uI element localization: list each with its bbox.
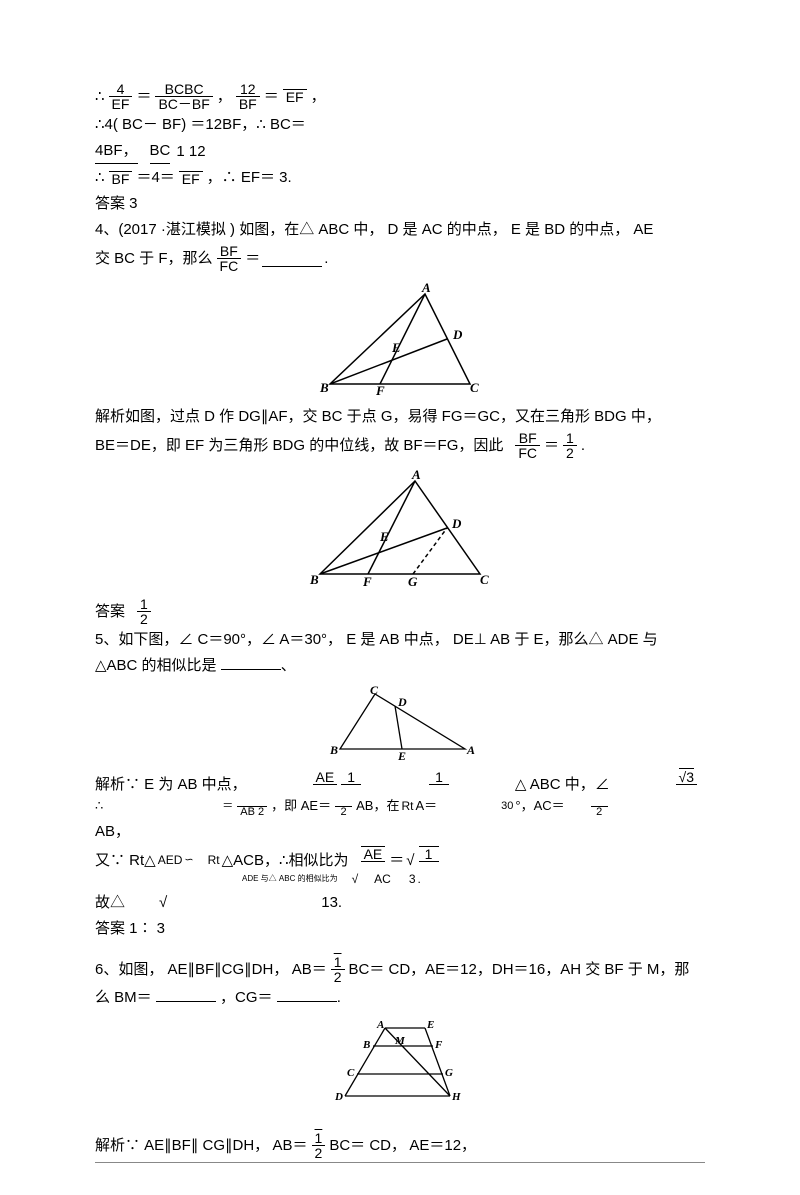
- svg-text:G: G: [408, 574, 418, 589]
- therefore: ∴: [95, 85, 105, 109]
- svg-text:D: D: [397, 695, 407, 709]
- q4-line2: 交 BC 于 F，那么 BFFC ＝ .: [95, 244, 705, 273]
- figure-1: A B C D E F: [95, 279, 705, 399]
- svg-text:D: D: [334, 1091, 343, 1103]
- line-3: 4BF， BC 1 12: [95, 139, 705, 164]
- frac: BCBCBC－BF: [155, 82, 212, 111]
- svg-text:G: G: [445, 1067, 453, 1079]
- svg-text:F: F: [434, 1039, 443, 1051]
- svg-text:M: M: [394, 1035, 406, 1047]
- s6-line: 解析∵ AE∥BF∥ CG∥DH， AB＝ 12 BC＝ CD， AE＝12，: [95, 1131, 705, 1163]
- line-2: ∴4( BC－ BF) ＝12BF，∴ BC＝: [95, 113, 705, 137]
- blank: [221, 654, 281, 670]
- svg-text:D: D: [452, 327, 463, 342]
- blank: [156, 986, 216, 1002]
- svg-text:A: A: [421, 280, 431, 295]
- figure-4: A E B M F C G D H: [95, 1016, 705, 1111]
- svg-text:B: B: [319, 380, 329, 395]
- svg-text:E: E: [397, 749, 406, 763]
- svg-text:C: C: [347, 1067, 355, 1079]
- svg-text:E: E: [391, 340, 401, 355]
- figure-3: C D B E A: [95, 684, 705, 764]
- answer-4: 答案 12: [95, 597, 705, 626]
- s4-line1: 解析如图，过点 D 作 DG∥AF，交 BC 于点 G，易得 FG＝GC，又在三…: [95, 405, 705, 429]
- svg-text:E: E: [379, 529, 389, 544]
- frac: EF: [283, 89, 307, 104]
- s5-ab: AB，: [95, 820, 705, 844]
- frac: 12BF: [236, 82, 260, 111]
- q5-line1: 5、如下图，∠ C＝90°，∠ A＝30°， E 是 AB 中点， DE⊥ AB…: [95, 628, 705, 652]
- q4-line1: 4、(2017 ·湛江模拟 ) 如图，在△ ABC 中， D 是 AC 的中点，…: [95, 218, 705, 242]
- page: ∴ 4EF ＝ BCBCBC－BF ， 12BF ＝ EF ， ∴4( BC－ …: [0, 0, 800, 1195]
- s5-line1b: ∴ ＝ AB 2 ，即 AE＝ 2 AB，在 Rt A＝ 30 °，AC＝ 2: [95, 795, 705, 818]
- svg-text:H: H: [451, 1091, 461, 1103]
- blank: [262, 251, 322, 267]
- q5-line2: △ABC 的相似比是 、: [95, 654, 705, 678]
- answer-5: 答案 1∶ 3: [95, 917, 705, 941]
- svg-text:C: C: [370, 684, 379, 697]
- svg-text:A: A: [466, 743, 475, 757]
- frac: 4EF: [109, 82, 133, 111]
- svg-text:C: C: [470, 380, 479, 395]
- svg-text:A: A: [376, 1019, 384, 1031]
- q6-line1: 6、如图， AE∥BF∥CG∥DH， AB＝ 12 BC＝ CD，AE＝12，D…: [95, 955, 705, 984]
- figure-2: A B C D E F G: [95, 466, 705, 591]
- svg-text:F: F: [375, 383, 385, 398]
- svg-text:B: B: [329, 743, 338, 757]
- line-4: ∴ BF ＝4＝ EF ，∴ EF＝ 3.: [95, 166, 705, 190]
- svg-text:B: B: [362, 1039, 370, 1051]
- svg-text:F: F: [362, 574, 372, 589]
- answer-3: 答案 3: [95, 192, 705, 216]
- svg-text:C: C: [480, 572, 489, 587]
- line-1: ∴ 4EF ＝ BCBCBC－BF ， 12BF ＝ EF ，: [95, 82, 705, 111]
- s5-last: 故△ √ 13.: [95, 891, 705, 915]
- svg-text:D: D: [451, 516, 462, 531]
- blank: [277, 986, 337, 1002]
- svg-text:E: E: [426, 1019, 434, 1031]
- svg-text:A: A: [411, 467, 421, 482]
- q6-line2: 么 BM＝ ，CG＝ .: [95, 986, 705, 1010]
- svg-text:B: B: [309, 572, 319, 587]
- s4-line2: BE＝DE，即 EF 为三角形 BDG 的中位线，故 BF＝FG，因此 BFFC…: [95, 431, 705, 460]
